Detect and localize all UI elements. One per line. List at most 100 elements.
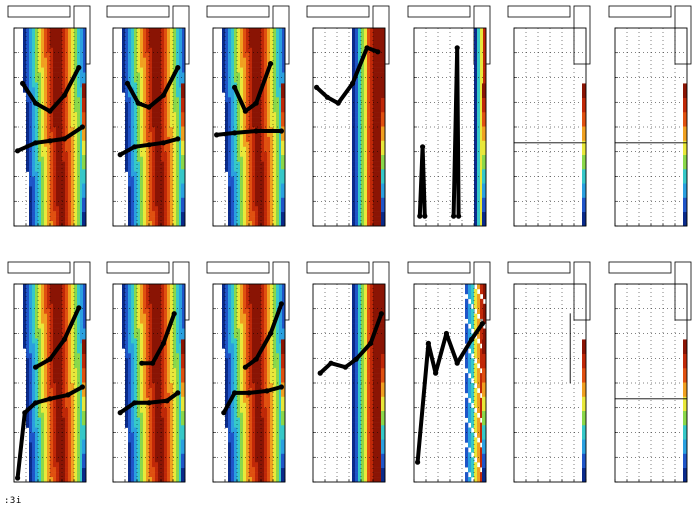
heatmap-cell — [373, 32, 377, 39]
heatmap-cell — [173, 467, 177, 473]
heatmap-cell — [83, 293, 87, 300]
heatmap-cell — [167, 216, 171, 222]
heatmap-cell — [149, 52, 153, 58]
heatmap-cell — [152, 343, 156, 349]
heatmap-cell — [128, 102, 132, 108]
heatmap-cell — [38, 216, 42, 222]
heatmap-cell — [179, 462, 183, 468]
heatmap-cell — [41, 28, 45, 34]
heatmap-cell — [131, 72, 135, 78]
heatmap-cell — [276, 52, 280, 58]
heatmap-cell — [477, 186, 481, 192]
heatmap-cell — [80, 378, 84, 384]
heatmap-cell — [32, 42, 36, 49]
heatmap-cell — [62, 462, 66, 468]
heatmap-cell — [65, 358, 69, 364]
heatmap-cell — [35, 52, 39, 58]
heatmap-cell — [38, 387, 42, 394]
heatmap-cell — [249, 186, 253, 192]
heatmap-cell — [267, 136, 271, 143]
heatmap-cell — [246, 181, 250, 187]
heatmap-cell — [35, 333, 39, 339]
heatmap-cell — [47, 97, 51, 103]
heatmap-cell — [252, 216, 256, 222]
heatmap-cell — [158, 161, 162, 167]
heatmap-cell — [243, 72, 247, 78]
heatmap-cell — [255, 206, 259, 212]
heatmap-cell — [80, 358, 84, 364]
heatmap-cell — [53, 52, 57, 58]
heatmap-cell — [474, 136, 478, 143]
heatmap-cell — [65, 52, 69, 58]
heatmap-cell — [361, 112, 365, 118]
heatmap-cell — [47, 378, 51, 384]
heatmap-cell — [80, 288, 84, 295]
heatmap-cell — [167, 141, 171, 148]
heatmap-cell — [80, 181, 84, 187]
heatmap-cell — [352, 92, 356, 98]
heatmap-cell — [149, 477, 153, 483]
heatmap-cell — [38, 171, 42, 177]
heatmap-cell — [134, 186, 138, 192]
heatmap-cell — [222, 62, 226, 68]
heatmap-cell — [164, 348, 168, 354]
heatmap-cell — [134, 161, 138, 167]
heatmap-cell — [38, 472, 42, 478]
heatmap-cell — [140, 52, 144, 58]
heatmap-cell — [56, 313, 60, 319]
heatmap-cell — [77, 472, 81, 478]
heatmap-cell — [255, 191, 259, 197]
heatmap-cell — [56, 462, 60, 468]
heatmap-cell — [158, 112, 162, 118]
heatmap-cell — [237, 141, 241, 148]
heatmap-cell — [261, 151, 265, 157]
heatmap-cell — [179, 52, 183, 58]
heatmap-cell — [35, 181, 39, 187]
heatmap-cell — [267, 161, 271, 167]
overlay-marker — [456, 213, 462, 219]
heatmap-cell — [29, 387, 33, 394]
heatmap-cell — [258, 82, 262, 88]
heatmap-cell — [170, 437, 174, 443]
heatmap-cell — [225, 97, 229, 103]
heatmap-cell — [53, 308, 57, 314]
heatmap-cell — [35, 28, 39, 34]
heatmap-cell — [376, 206, 380, 212]
heatmap-cell — [379, 201, 383, 207]
heatmap-cell — [80, 397, 84, 404]
heatmap-cell — [373, 171, 377, 177]
heatmap-cell — [47, 32, 51, 39]
heatmap-cell — [44, 72, 48, 78]
heatmap-cell — [149, 402, 153, 409]
heatmap-cell — [279, 62, 283, 68]
heatmap-cell — [352, 131, 356, 138]
heatmap-cell — [231, 156, 235, 162]
heatmap-cell — [65, 288, 69, 295]
heatmap-cell — [35, 452, 39, 458]
heatmap-cell — [74, 62, 78, 68]
heatmap-cell — [56, 171, 60, 177]
heatmap-cell — [140, 196, 144, 202]
heatmap-cell — [41, 373, 45, 379]
heatmap-cell — [122, 72, 126, 78]
heatmap-cell — [176, 422, 180, 428]
heatmap-cell — [176, 298, 180, 305]
heatmap-cell — [158, 181, 162, 187]
heatmap-cell — [35, 457, 39, 463]
heatmap-cell — [155, 131, 159, 138]
heatmap-cell — [161, 181, 165, 187]
heatmap-cell — [140, 303, 144, 310]
heatmap-cell — [270, 102, 274, 108]
heatmap-cell — [128, 318, 132, 324]
heatmap-cell — [161, 216, 165, 222]
heatmap-cell — [480, 57, 484, 63]
heatmap-cell — [161, 151, 165, 157]
heatmap-cell — [137, 211, 141, 217]
heatmap-cell — [164, 412, 168, 418]
heatmap-cell — [367, 161, 371, 167]
heatmap-cell — [128, 323, 132, 329]
heatmap-cell — [59, 358, 63, 364]
heatmap-cell — [480, 77, 484, 83]
heatmap-cell — [152, 136, 156, 143]
heatmap-cell — [125, 358, 129, 364]
